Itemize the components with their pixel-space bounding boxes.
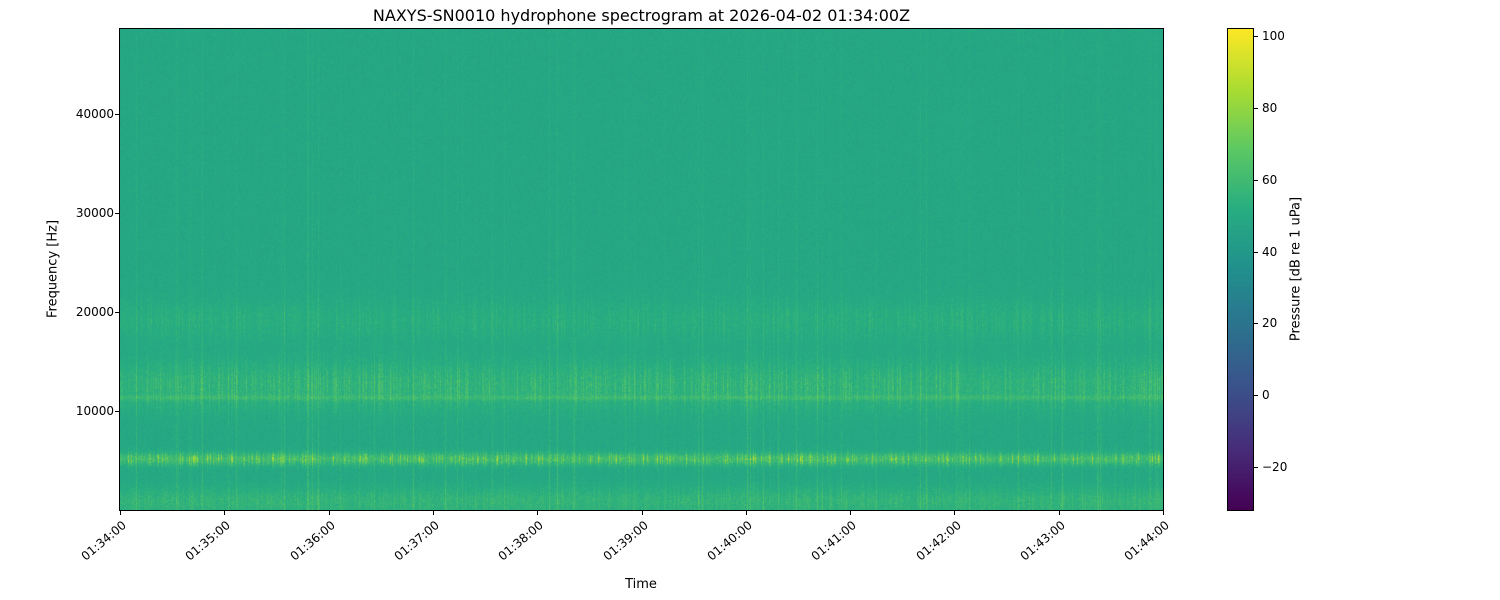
colorbar-label: Pressure [dB re 1 uPa] bbox=[1288, 196, 1304, 342]
x-tick-mark bbox=[745, 511, 747, 515]
y-tick-mark bbox=[115, 213, 119, 215]
colorbar-tick-label: 80 bbox=[1262, 100, 1278, 115]
y-tick-label: 10000 bbox=[75, 404, 114, 419]
y-tick-mark bbox=[115, 411, 119, 413]
x-tick-label: 01:44:00 bbox=[1121, 518, 1172, 564]
x-tick-mark bbox=[641, 511, 643, 515]
colorbar-tick-mark bbox=[1254, 466, 1258, 468]
x-tick-label: 01:34:00 bbox=[78, 518, 129, 564]
colorbar-tick-mark bbox=[1254, 323, 1258, 325]
spectrogram-heatmap bbox=[120, 29, 1163, 510]
x-tick-label: 01:38:00 bbox=[495, 518, 547, 564]
colorbar-tick-label: 60 bbox=[1262, 172, 1278, 187]
x-tick-mark bbox=[120, 511, 121, 515]
plot-area bbox=[119, 28, 1164, 511]
y-tick-label: 20000 bbox=[75, 305, 114, 320]
colorbar-tick-mark bbox=[1254, 179, 1258, 181]
x-tick-label: 01:42:00 bbox=[913, 518, 964, 564]
colorbar-tick-mark bbox=[1254, 251, 1258, 253]
x-axis-label: Time bbox=[625, 577, 657, 592]
y-tick-mark bbox=[115, 114, 119, 116]
x-tick-mark bbox=[954, 511, 956, 515]
x-tick-mark bbox=[537, 511, 539, 515]
x-tick-mark bbox=[432, 511, 434, 515]
x-tick-label: 01:43:00 bbox=[1017, 518, 1068, 564]
colorbar-tick-mark bbox=[1254, 395, 1258, 397]
colorbar-gradient bbox=[1228, 29, 1253, 510]
x-tick-mark bbox=[328, 511, 330, 515]
x-tick-mark bbox=[1058, 511, 1060, 515]
x-tick-label: 01:41:00 bbox=[808, 518, 860, 564]
y-tick-label: 40000 bbox=[75, 107, 114, 122]
colorbar bbox=[1227, 28, 1254, 511]
x-tick-label: 01:37:00 bbox=[391, 518, 442, 564]
y-axis-label: Frequency [Hz] bbox=[45, 219, 61, 319]
x-tick-mark bbox=[1163, 511, 1164, 515]
colorbar-tick-label: 0 bbox=[1262, 388, 1270, 403]
x-tick-label: 01:35:00 bbox=[183, 518, 234, 564]
colorbar-tick-label: −20 bbox=[1262, 459, 1288, 474]
y-tick-mark bbox=[115, 312, 119, 314]
colorbar-tick-mark bbox=[1254, 36, 1258, 38]
x-tick-label: 01:40:00 bbox=[704, 518, 755, 564]
x-tick-label: 01:39:00 bbox=[600, 518, 651, 564]
y-tick-label: 30000 bbox=[75, 206, 114, 221]
x-tick-mark bbox=[224, 511, 226, 515]
x-tick-mark bbox=[850, 511, 852, 515]
chart-title: NAXYS-SN0010 hydrophone spectrogram at 2… bbox=[372, 6, 911, 25]
colorbar-tick-label: 20 bbox=[1262, 316, 1278, 331]
colorbar-tick-label: 100 bbox=[1262, 29, 1285, 44]
colorbar-tick-label: 40 bbox=[1262, 244, 1278, 259]
colorbar-tick-mark bbox=[1254, 107, 1258, 109]
x-tick-label: 01:36:00 bbox=[287, 518, 338, 564]
